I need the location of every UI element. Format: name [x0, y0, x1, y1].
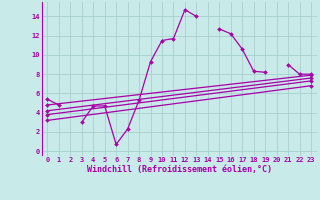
X-axis label: Windchill (Refroidissement éolien,°C): Windchill (Refroidissement éolien,°C) [87, 165, 272, 174]
